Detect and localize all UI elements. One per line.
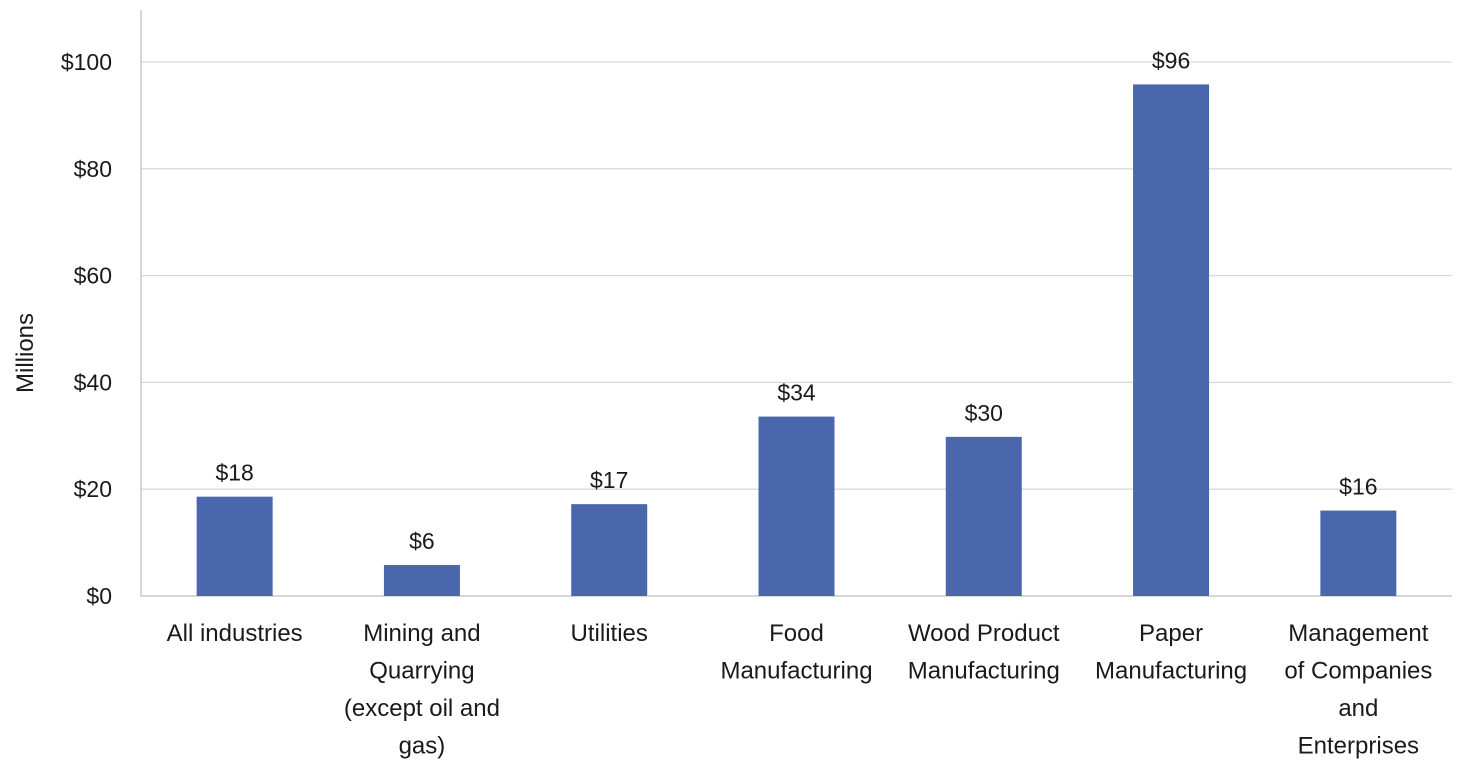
grid-layer <box>140 10 1452 597</box>
data-label: $30 <box>965 400 1003 426</box>
x-category-label: Manufacturing <box>908 658 1060 685</box>
label-layer: $18 $6 $17 $34 $30 $96 $16 <box>215 47 1377 554</box>
y-tick-label: $40 <box>74 369 112 395</box>
x-category-label: Enterprises <box>1298 733 1419 760</box>
x-category-label: and <box>1338 695 1378 722</box>
y-tick-label: $80 <box>74 156 112 182</box>
y-tick-label: $20 <box>74 476 112 502</box>
x-category-label: Management <box>1288 620 1428 647</box>
x-category-label: Food <box>769 620 824 647</box>
bar <box>945 436 1022 596</box>
x-category-label: Mining and <box>363 620 480 647</box>
x-category-label: of Companies <box>1284 658 1432 685</box>
data-label: $96 <box>1152 47 1190 73</box>
x-category-label: Paper <box>1139 620 1203 647</box>
x-category-label: Wood Product <box>908 620 1060 647</box>
x-axis-categories: All industries Mining and Quarrying (except… <box>167 620 1433 760</box>
x-category-label: All industries <box>167 620 303 647</box>
y-tick-label: $100 <box>61 49 112 75</box>
x-category-label: (except oil and <box>344 695 500 722</box>
bar <box>383 565 460 596</box>
x-category-label: Quarrying <box>369 658 474 685</box>
bar <box>571 504 648 596</box>
y-tick-label: $0 <box>86 583 112 609</box>
x-category-label: Manufacturing <box>1095 658 1247 685</box>
bar-layer <box>196 84 1397 596</box>
bar <box>1320 510 1397 596</box>
x-category-label: Manufacturing <box>720 658 872 685</box>
y-tick-label: $60 <box>74 263 112 289</box>
x-category-label: gas) <box>399 733 446 760</box>
data-label: $6 <box>409 528 435 554</box>
data-label: $34 <box>777 380 816 406</box>
bar <box>196 496 273 596</box>
bar <box>758 416 835 596</box>
y-axis-title: Millions <box>12 313 39 393</box>
y-axis-ticks: $0 $20 $40 $60 $80 $100 <box>61 49 112 609</box>
bar <box>1133 84 1210 596</box>
data-label: $16 <box>1339 474 1377 500</box>
data-label: $18 <box>215 460 253 486</box>
data-label: $17 <box>590 467 628 493</box>
x-category-label: Utilities <box>571 620 648 647</box>
